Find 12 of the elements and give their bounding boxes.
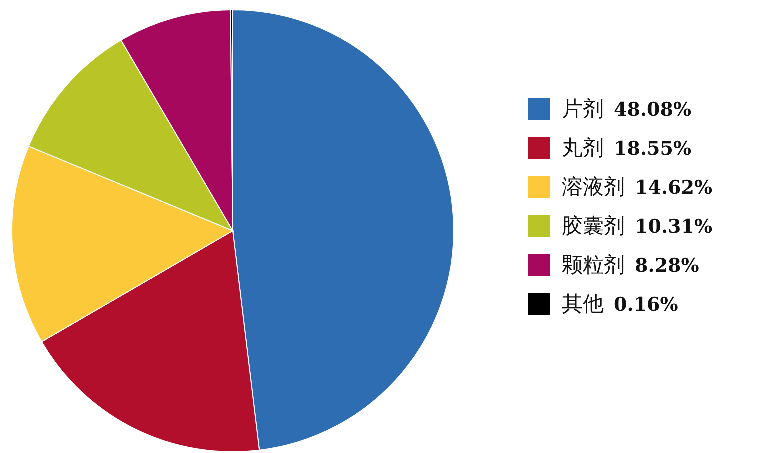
data-label: 18.55% xyxy=(614,138,692,160)
data-label: 10.31% xyxy=(635,216,713,238)
legend-label: 溶液剂 xyxy=(562,175,625,199)
legend-label: 片剂 xyxy=(562,97,604,121)
legend-label: 丸剂 xyxy=(562,136,604,160)
data-label: 8.28% xyxy=(635,255,700,277)
legend-label: 颗粒剂 xyxy=(562,253,625,277)
legend-label: 其他 xyxy=(562,292,604,316)
legend-label: 胶囊剂 xyxy=(562,214,625,238)
data-label: 0.16% xyxy=(614,294,678,316)
data-label: 14.62% xyxy=(635,177,713,199)
data-label: 48.08% xyxy=(614,99,692,121)
